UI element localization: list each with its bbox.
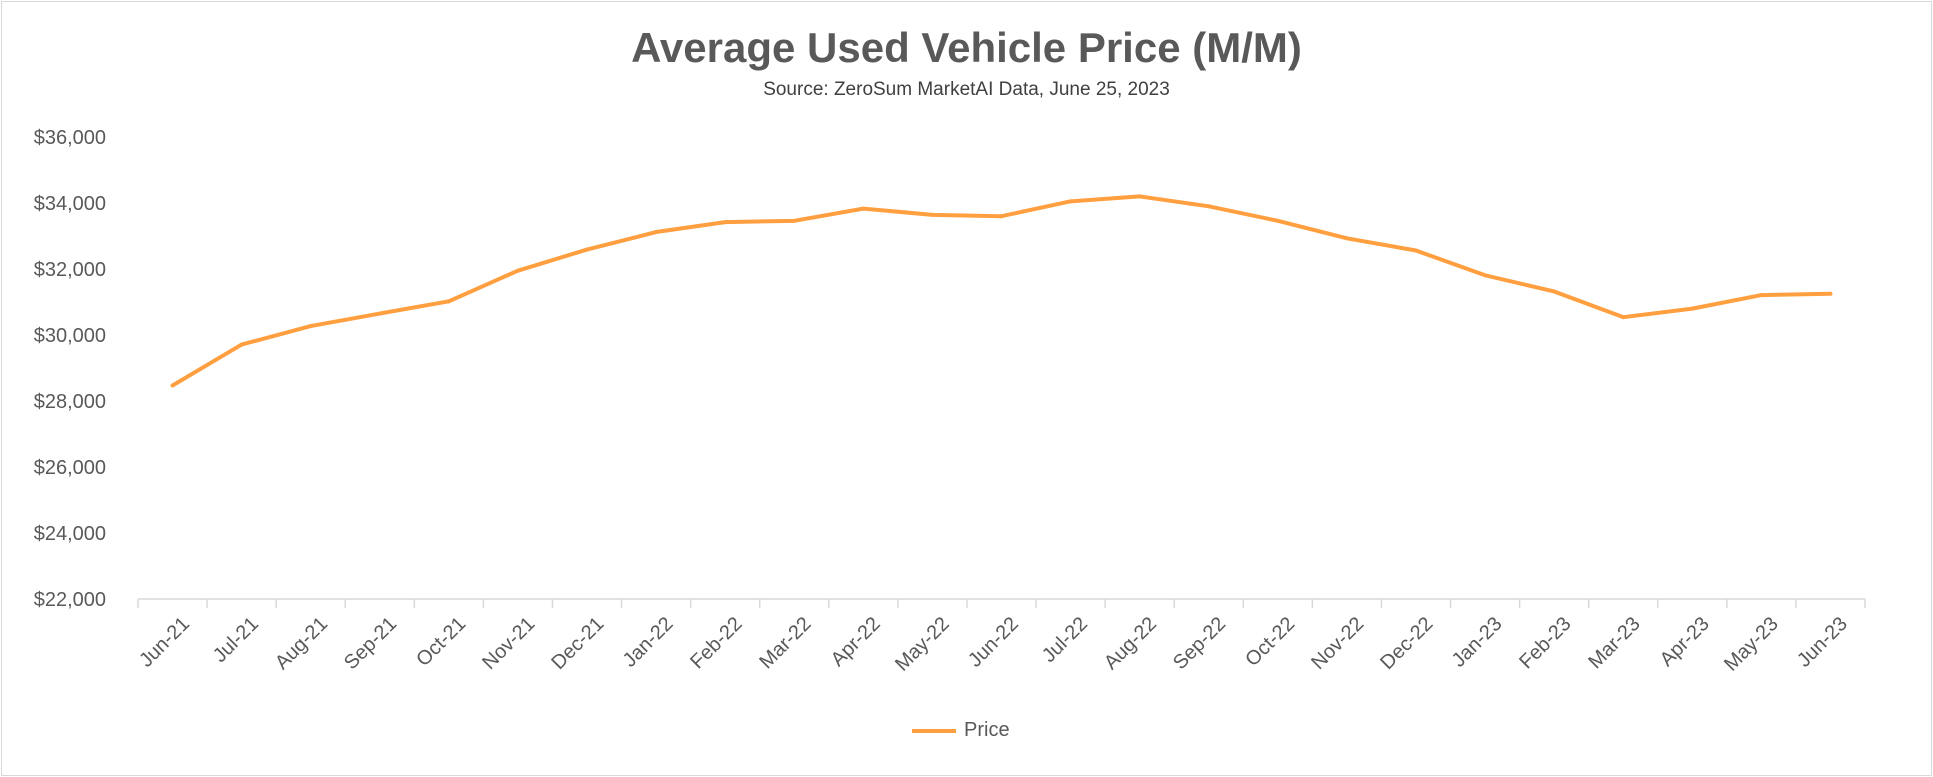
chart-subtitle: Source: ZeroSum MarketAI Data, June 25, … [763, 79, 1170, 100]
x-tick-label: Sep-22 [1169, 613, 1230, 674]
series-line-price [171, 194, 1831, 388]
x-tick-label: Dec-22 [1376, 613, 1437, 674]
x-tick-label: Jun-22 [964, 613, 1023, 672]
x-tick-label: May-22 [891, 613, 954, 676]
data-point [585, 247, 590, 252]
x-tick-label: Feb-22 [686, 613, 746, 673]
chart-title: Average Used Vehicle Price (M/M) [631, 24, 1302, 71]
data-point [999, 214, 1004, 219]
data-point [792, 218, 797, 223]
x-tick-label: Jan-22 [619, 613, 678, 672]
y-tick-label: $22,000 [34, 589, 106, 611]
x-tick-label: Sep-21 [340, 613, 401, 674]
y-tick-label: $30,000 [34, 325, 106, 347]
x-tick-label: Jun-23 [1793, 613, 1852, 672]
data-point [1137, 194, 1142, 199]
data-point [1690, 306, 1695, 311]
x-tick-label: Jul-22 [1038, 613, 1092, 667]
x-tick-label: Mar-22 [755, 613, 815, 673]
legend-label-price: Price [964, 719, 1010, 741]
x-tick-label: Jun-21 [135, 613, 194, 672]
y-tick-label: $28,000 [34, 391, 106, 413]
data-point [446, 299, 451, 304]
data-point [723, 220, 728, 225]
legend: Price [912, 719, 1010, 742]
y-tick-label: $26,000 [34, 457, 106, 479]
x-tick-label: Jan-23 [1448, 613, 1507, 672]
data-point [1275, 218, 1280, 223]
y-tick-label: $34,000 [34, 193, 106, 215]
x-tick-label: Feb-23 [1515, 613, 1575, 673]
data-point [1206, 204, 1211, 209]
data-point [1759, 293, 1764, 298]
data-point [1828, 291, 1833, 296]
y-tick-label: $32,000 [34, 259, 106, 281]
legend-swatch-price [912, 728, 956, 733]
data-point [930, 212, 935, 217]
data-point [1413, 248, 1418, 253]
data-point [1621, 315, 1626, 320]
x-tick-label: Nov-21 [478, 613, 539, 674]
x-tick-label: Oct-22 [1241, 613, 1299, 671]
data-point [1068, 199, 1073, 204]
x-tick-label: Mar-23 [1584, 613, 1644, 673]
x-tick-label: Apr-22 [827, 613, 885, 671]
x-tick-label: Aug-21 [271, 613, 332, 674]
data-point [861, 206, 866, 211]
data-point [308, 324, 313, 329]
data-point [377, 311, 382, 316]
y-tick-label: $24,000 [34, 523, 106, 545]
x-tick-label: Dec-21 [547, 613, 608, 674]
data-point [1483, 273, 1488, 278]
data-point [1344, 236, 1349, 241]
data-point [654, 230, 659, 235]
x-tick-label: Jul-21 [209, 613, 263, 667]
data-point [239, 342, 244, 347]
x-tick-label: Nov-22 [1307, 613, 1368, 674]
data-point [1552, 289, 1557, 294]
y-tick-label: $36,000 [34, 127, 106, 149]
x-tick-label: Aug-22 [1100, 613, 1161, 674]
data-point [170, 383, 175, 388]
x-tick-label: Apr-23 [1656, 613, 1714, 671]
x-tick-label: May-23 [1720, 613, 1783, 676]
data-point [515, 268, 520, 273]
x-tick-label: Oct-21 [412, 613, 470, 671]
